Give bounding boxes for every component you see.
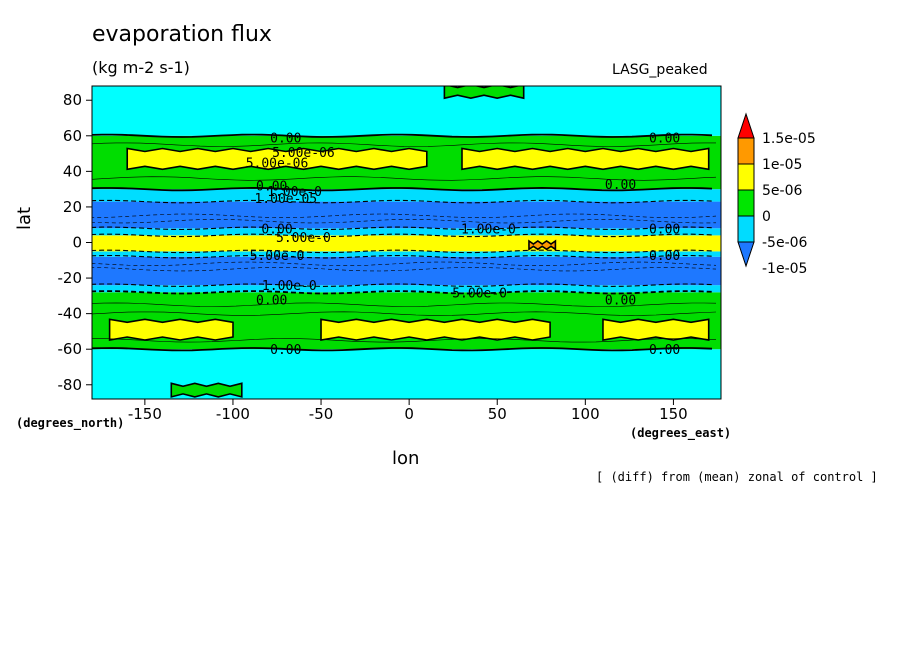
y-tick-label-4: 0 [72, 234, 82, 252]
x-axis-label: lon [392, 448, 420, 469]
band-7 [92, 201, 721, 229]
contour-label-17: 0.00 [605, 293, 636, 308]
patch-1 [461, 147, 710, 171]
chart-units: (kg m-2 s-1) [92, 58, 190, 77]
colorbar-max-arrow [737, 112, 755, 139]
colorbar-label-2: 5e-06 [762, 183, 802, 199]
y-tick-label-3: -20 [58, 269, 83, 287]
x-tick-label-6: 150 [659, 405, 688, 423]
band-6 [92, 228, 721, 236]
y-tick-label-5: 20 [63, 198, 82, 216]
contour-label-12: 0.00 [649, 249, 680, 264]
contour-thin-4 [92, 219, 717, 224]
colorbar-label-0: 1.5e-05 [762, 131, 816, 147]
y-tick-label-2: -40 [58, 305, 83, 323]
contour-label-6: 1.00e-0 [267, 185, 322, 200]
band-10 [92, 86, 721, 136]
contour-thin-5 [92, 213, 717, 218]
contour-label-4: 0.00 [256, 180, 287, 195]
y-tick-label-6: 40 [63, 162, 82, 180]
patch-7 [528, 239, 557, 251]
x-tick-label-5: 100 [571, 405, 600, 423]
band-8 [92, 189, 721, 202]
colorbar-segment-3 [737, 215, 755, 243]
contour-thin-3 [92, 261, 717, 266]
contour-label-2: 5.00e-06 [272, 146, 335, 161]
contour-line-9 [92, 133, 713, 138]
contour-label-7: 1.00e-05 [254, 192, 317, 207]
contour-label-8: 1.00e-0 [461, 222, 516, 237]
contour-label-9: 0.00 [261, 222, 292, 237]
contour-label-13: 0.00 [649, 222, 680, 237]
y-unit-label: (degrees_north) [16, 416, 125, 430]
band-4 [92, 251, 721, 257]
contour-label-11: 5.00e-0 [250, 249, 305, 264]
patch-4 [602, 318, 710, 341]
footnote: [ (diff) from (mean) zonal of control ] [596, 470, 878, 484]
plot-area: 0.00 0.005.00e-065.00e-060.00 0.001.00e-01… [92, 86, 721, 399]
patch-2 [108, 318, 234, 341]
y-tick-label-8: 80 [63, 91, 82, 109]
colorbar-segment-1 [737, 163, 755, 191]
y-tick-label-0: -80 [58, 376, 83, 394]
contour-label-5: 0.00 [605, 178, 636, 193]
contour-label-15: 5.00e-0 [452, 286, 507, 301]
colorbar-label-3: 0 [762, 209, 771, 225]
contour-thin-7 [92, 142, 716, 147]
contour-line-7 [92, 199, 713, 204]
chart-title: evaporation flux [92, 22, 272, 47]
colorbar-min-arrow [737, 241, 755, 268]
band-2 [92, 285, 721, 293]
x-tick-label-1: -100 [216, 405, 250, 423]
contour-label-3: 5.00e-06 [246, 156, 309, 171]
x-unit-label: (degrees_east) [630, 426, 732, 440]
patch-3 [320, 318, 551, 341]
contour-thin-2 [92, 267, 717, 272]
contour-line-5 [92, 233, 713, 238]
x-tick-label-0: -150 [128, 405, 162, 423]
patch-0 [126, 147, 428, 171]
contour-label-14: 1.00e-0 [262, 279, 317, 294]
contour-line-1 [92, 290, 713, 295]
x-tick-label-2: -50 [309, 405, 334, 423]
contour-thin-0 [92, 311, 717, 316]
colorbar-label-4: -5e-06 [762, 235, 808, 251]
contour-line-4 [92, 249, 713, 254]
contour-thin-1 [92, 302, 717, 307]
contour-label-19: 0.00 [649, 343, 680, 358]
contour-line-8 [92, 186, 713, 192]
contour-label-1: 0.00 [649, 132, 680, 147]
band-3 [92, 256, 721, 286]
dataset-label: LASG_peaked [612, 62, 708, 78]
colorbar-label-5: -1e-05 [762, 261, 807, 277]
colorbar-segment-2 [737, 189, 755, 217]
patch-6 [170, 382, 243, 398]
contour-thin-8 [92, 338, 717, 343]
patch-5 [443, 86, 525, 100]
contour-label-16: 0.00 [256, 293, 287, 308]
x-tick-label-4: 50 [488, 405, 507, 423]
contour-label-18: 0.00 [270, 343, 301, 358]
colorbar-label-1: 1e-05 [762, 157, 802, 173]
x-tick-label-3: 0 [404, 405, 414, 423]
contour-label-0: 0.00 [270, 132, 301, 147]
contour-thin-6 [92, 176, 717, 181]
contour-line-0 [92, 347, 713, 352]
y-tick-label-7: 60 [63, 127, 82, 145]
contour-line-2 [92, 283, 713, 287]
contour-line-3 [92, 254, 713, 259]
band-5 [92, 235, 721, 252]
contour-label-10: 5.00e-0 [276, 231, 331, 246]
colorbar-segment-0 [737, 137, 755, 165]
contour-line-6 [92, 226, 713, 231]
y-tick-label-1: -60 [58, 340, 83, 358]
